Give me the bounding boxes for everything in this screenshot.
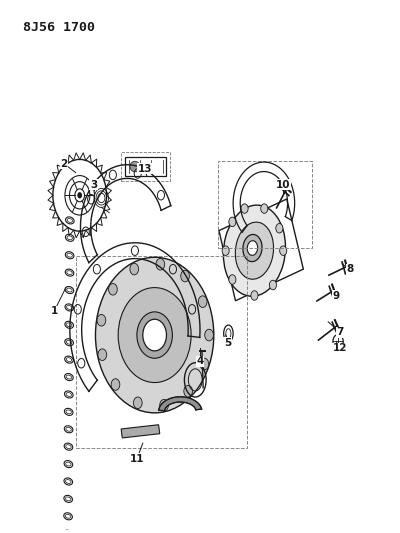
Circle shape: [276, 223, 283, 233]
Circle shape: [229, 274, 236, 284]
Circle shape: [229, 217, 236, 227]
Circle shape: [134, 397, 142, 409]
Text: 8J56 1700: 8J56 1700: [22, 21, 94, 34]
Text: 8: 8: [346, 264, 354, 274]
Ellipse shape: [223, 205, 286, 296]
Circle shape: [261, 204, 268, 213]
Circle shape: [160, 399, 168, 411]
Circle shape: [251, 291, 258, 300]
Polygon shape: [121, 425, 160, 438]
Circle shape: [109, 284, 117, 295]
Circle shape: [198, 296, 207, 308]
Circle shape: [269, 280, 276, 290]
Text: 9: 9: [332, 290, 340, 301]
Text: 10: 10: [276, 180, 290, 190]
Circle shape: [111, 379, 120, 390]
Ellipse shape: [137, 312, 172, 358]
Text: 5: 5: [224, 338, 231, 348]
Circle shape: [156, 259, 165, 270]
Text: 4: 4: [196, 357, 204, 367]
Text: 11: 11: [130, 454, 144, 464]
Ellipse shape: [96, 257, 214, 413]
Circle shape: [200, 358, 209, 370]
Circle shape: [205, 329, 214, 341]
Circle shape: [222, 246, 229, 255]
Circle shape: [77, 192, 82, 198]
Ellipse shape: [243, 235, 262, 262]
Text: 2: 2: [60, 159, 68, 168]
Circle shape: [184, 385, 192, 397]
Text: 1: 1: [50, 306, 58, 316]
Text: 13: 13: [138, 164, 152, 174]
Ellipse shape: [118, 288, 191, 383]
Circle shape: [97, 314, 106, 326]
Circle shape: [181, 270, 190, 282]
Circle shape: [143, 319, 166, 351]
Polygon shape: [159, 397, 202, 411]
Text: 3: 3: [90, 180, 97, 190]
Circle shape: [98, 349, 107, 360]
Text: 7: 7: [336, 327, 344, 337]
Ellipse shape: [130, 161, 140, 172]
Circle shape: [130, 263, 138, 275]
Ellipse shape: [247, 241, 258, 255]
Circle shape: [280, 246, 287, 255]
Circle shape: [241, 204, 248, 213]
Text: 12: 12: [333, 343, 347, 353]
Ellipse shape: [235, 222, 274, 279]
